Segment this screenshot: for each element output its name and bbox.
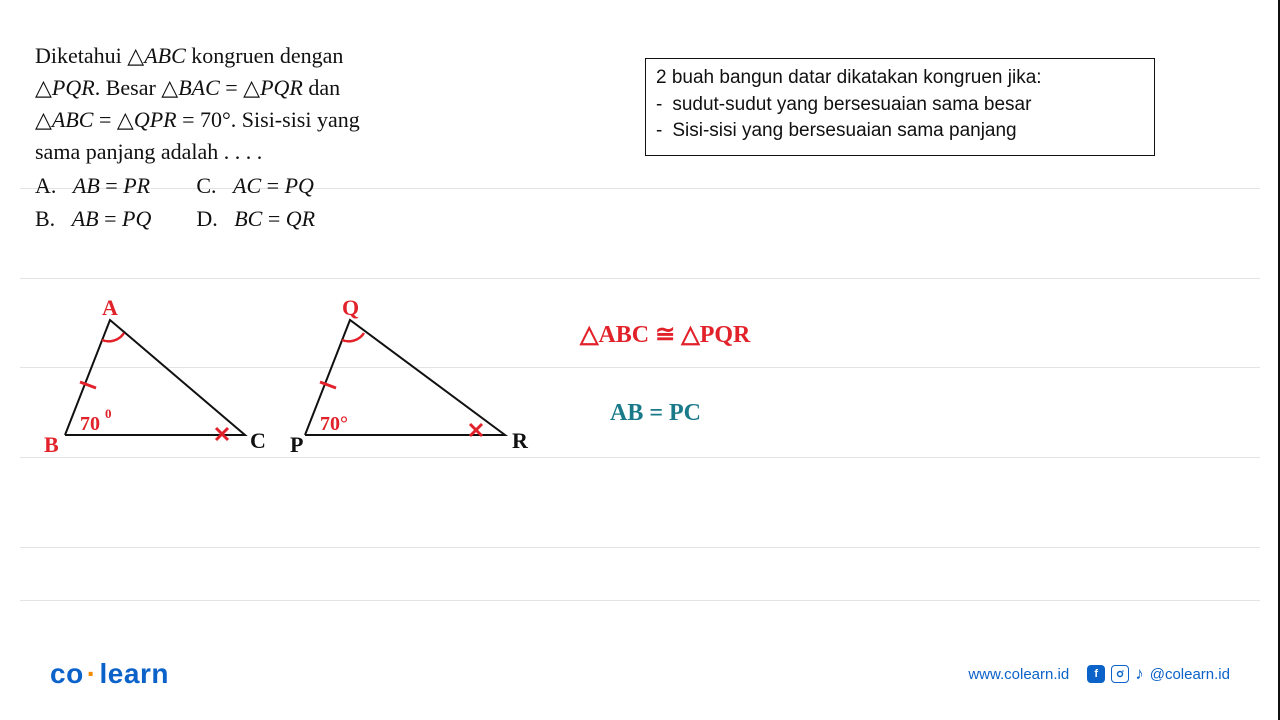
rule-line bbox=[20, 547, 1260, 548]
option-d: D. BC = QR bbox=[196, 203, 315, 235]
tiktok-icon: ♪ bbox=[1135, 664, 1144, 684]
triangles-figure: 70 0 A B C 70° Q P R bbox=[30, 300, 560, 480]
svg-text:R: R bbox=[512, 428, 529, 453]
footer-right: www.colearn.id f ♪ @colearn.id bbox=[968, 664, 1230, 684]
footer-url: www.colearn.id bbox=[968, 666, 1069, 683]
handnote-equation: AB = PC bbox=[610, 400, 701, 427]
svg-text:B: B bbox=[44, 432, 59, 457]
brand-logo: co·learn bbox=[50, 658, 169, 690]
infobox-item: sudut-sudut yang bersesuaian sama besar bbox=[670, 92, 1144, 119]
svg-text:0: 0 bbox=[105, 406, 112, 421]
svg-text:P: P bbox=[290, 432, 303, 457]
social-handle: @colearn.id bbox=[1150, 666, 1230, 683]
question-line: △ABC = △QPR = 70°. Sisi-sisi yang bbox=[35, 104, 465, 136]
instagram-icon bbox=[1111, 665, 1129, 683]
svg-text:A: A bbox=[102, 300, 118, 320]
brand-left: co bbox=[50, 658, 84, 689]
rule-line bbox=[20, 278, 1260, 279]
infobox-list: sudut-sudut yang bersesuaian sama besar … bbox=[656, 92, 1144, 145]
svg-text:70°: 70° bbox=[320, 413, 348, 435]
handnote-congruent: △ABC ≅ △PQR bbox=[580, 320, 750, 349]
question-line: sama panjang adalah . . . . bbox=[35, 136, 465, 168]
rule-line bbox=[20, 600, 1260, 601]
svg-text:Q: Q bbox=[342, 300, 359, 320]
svg-text:C: C bbox=[250, 428, 266, 453]
congruence-rule-box: 2 buah bangun datar dikatakan kongruen j… bbox=[645, 58, 1155, 156]
brand-dot: · bbox=[84, 658, 100, 689]
question-block: Diketahui △ABC kongruen dengan △PQR. Bes… bbox=[35, 40, 465, 235]
option-c: C. AC = PQ bbox=[196, 170, 315, 202]
infobox-item: Sisi-sisi yang bersesuaian sama panjang bbox=[670, 118, 1144, 145]
question-line: △PQR. Besar △BAC = △PQR dan bbox=[35, 72, 465, 104]
option-b: B. AB = PQ bbox=[35, 203, 151, 235]
svg-text:70: 70 bbox=[80, 413, 100, 435]
options: A. AB = PR B. AB = PQ C. AC = PQ D. BC =… bbox=[35, 170, 465, 236]
infobox-title: 2 buah bangun datar dikatakan kongruen j… bbox=[656, 65, 1144, 92]
question-line: Diketahui △ABC kongruen dengan bbox=[35, 40, 465, 72]
brand-right: learn bbox=[100, 658, 169, 689]
facebook-icon: f bbox=[1087, 665, 1105, 683]
option-a: A. AB = PR bbox=[35, 170, 151, 202]
footer: co·learn www.colearn.id f ♪ @colearn.id bbox=[20, 658, 1260, 690]
social-icons: f ♪ @colearn.id bbox=[1087, 664, 1230, 684]
page: Diketahui △ABC kongruen dengan △PQR. Bes… bbox=[20, 10, 1260, 710]
